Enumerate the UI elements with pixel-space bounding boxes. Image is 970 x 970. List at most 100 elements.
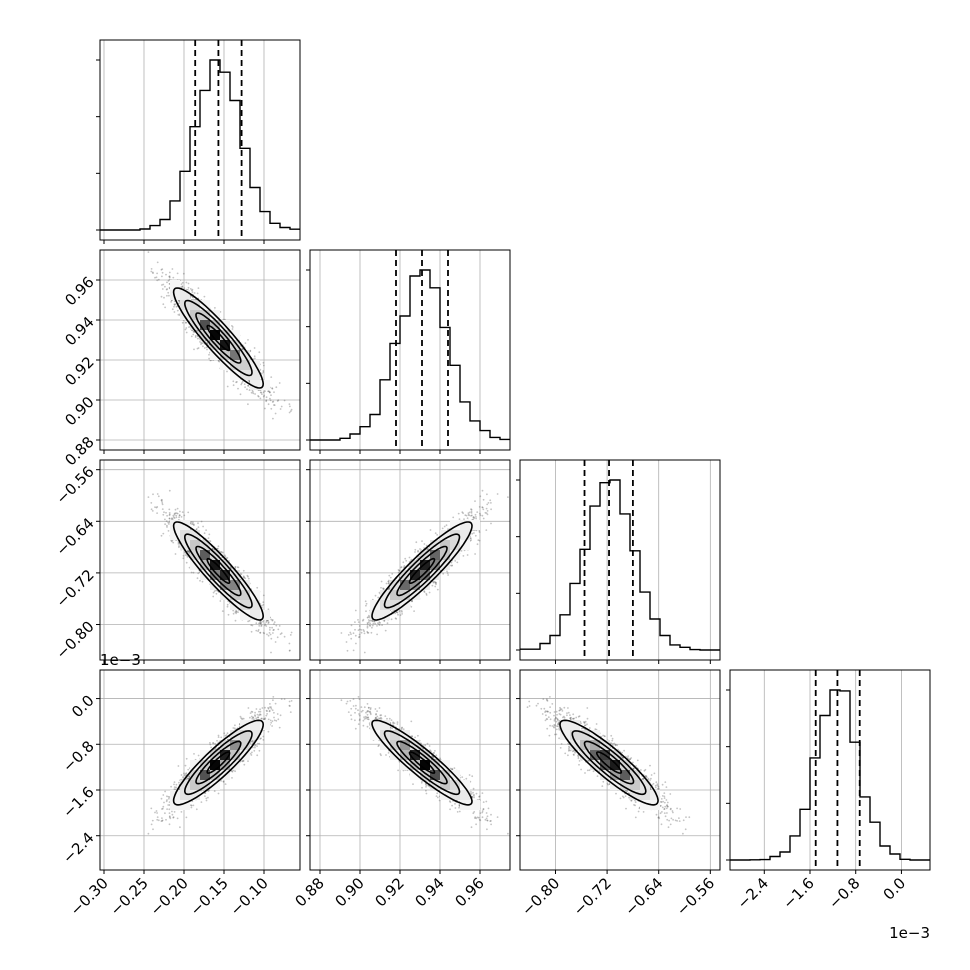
scatter-point <box>247 620 250 623</box>
scatter-point <box>273 404 275 406</box>
scatter-point <box>255 629 258 632</box>
scatter-point <box>240 383 243 386</box>
scatter-point <box>271 619 274 621</box>
scatter-point <box>213 590 216 593</box>
scatter-point <box>180 516 183 518</box>
scatter-point <box>219 600 222 602</box>
scatter-point <box>165 520 168 522</box>
scatter-point <box>251 624 254 627</box>
scatter-point <box>180 286 183 289</box>
scatter-point <box>259 622 262 624</box>
scatter-point <box>187 282 190 285</box>
scatter-point <box>289 634 292 636</box>
density-cell <box>180 310 190 320</box>
scatter-point <box>267 390 270 393</box>
scatter-point <box>259 622 262 625</box>
scatter-point <box>157 495 160 498</box>
scatter-point <box>166 524 168 527</box>
scatter-point <box>207 537 210 539</box>
scatter-point <box>272 417 274 420</box>
scatter-point <box>215 592 218 595</box>
scatter-point <box>168 275 171 278</box>
scatter-point <box>191 288 194 291</box>
scatter-point <box>259 620 262 623</box>
scatter-point <box>217 547 219 550</box>
scatter-point <box>188 552 191 555</box>
density-cell <box>200 320 210 330</box>
scatter-point <box>206 341 209 344</box>
scatter-point <box>241 347 244 350</box>
scatter-point <box>260 372 263 375</box>
scatter-point <box>262 603 265 606</box>
scatter-panel-3-1 <box>100 460 300 660</box>
scatter-point <box>187 286 190 289</box>
scatter-point <box>235 611 238 613</box>
scatter-point <box>262 370 265 372</box>
scatter-point <box>178 516 181 519</box>
scatter-point <box>171 268 174 270</box>
scatter-point <box>178 546 180 549</box>
scatter-point <box>166 294 168 297</box>
scatter-point <box>234 611 237 613</box>
scatter-point <box>209 359 212 362</box>
scatter-point <box>166 514 169 517</box>
scatter-point <box>279 633 282 635</box>
scatter-point <box>274 641 277 643</box>
scatter-point <box>248 379 251 382</box>
scatter-point <box>156 506 159 508</box>
scatter-point <box>277 628 280 631</box>
scatter-point <box>168 512 171 514</box>
scatter-point <box>214 307 216 309</box>
density-cell <box>240 360 250 370</box>
density-cell <box>200 330 210 340</box>
scatter-point <box>283 635 286 638</box>
scatter-point <box>166 288 169 290</box>
scatter-point <box>257 629 260 631</box>
scatter-point <box>161 288 164 290</box>
scatter-point <box>155 276 158 279</box>
density-cell <box>190 310 200 320</box>
scatter-point <box>273 391 275 394</box>
scatter-point <box>208 353 210 356</box>
scatter-point <box>151 271 154 274</box>
scatter-point <box>190 335 193 338</box>
scatter-point <box>259 621 261 623</box>
density-cell <box>230 330 240 340</box>
scatter-point <box>182 557 185 560</box>
scatter-point <box>173 516 175 519</box>
scatter-point <box>171 518 174 520</box>
scatter-point <box>160 499 163 502</box>
scatter-point <box>170 299 173 302</box>
scatter-point <box>168 513 171 516</box>
scatter-point <box>232 612 235 615</box>
scatter-point <box>178 514 181 517</box>
density-cell <box>260 380 270 390</box>
scatter-point <box>237 611 239 614</box>
scatter-point <box>192 330 195 333</box>
scatter-point <box>289 410 292 413</box>
scatter-point <box>270 376 273 378</box>
scatter-point <box>172 514 175 517</box>
scatter-point <box>174 508 177 511</box>
scatter-point <box>175 516 178 519</box>
scatter-point <box>205 346 208 349</box>
scatter-point <box>265 400 268 403</box>
scatter-point <box>194 336 197 338</box>
scatter-point <box>161 284 163 286</box>
scatter-point <box>164 523 167 526</box>
histogram-line <box>310 269 510 441</box>
scatter-point <box>201 580 204 583</box>
scatter-point <box>263 632 266 635</box>
scatter-point <box>275 386 278 389</box>
scatter-point <box>270 637 273 640</box>
scatter-point <box>188 551 190 554</box>
scatter-point <box>244 342 247 344</box>
scatter-point <box>181 285 184 288</box>
scatter-point <box>290 408 293 411</box>
scatter-point <box>185 281 188 284</box>
scatter-point <box>170 301 173 303</box>
scatter-point <box>262 620 264 623</box>
scatter-point <box>160 534 163 537</box>
scatter-point <box>185 331 188 334</box>
scatter-point <box>232 609 235 612</box>
